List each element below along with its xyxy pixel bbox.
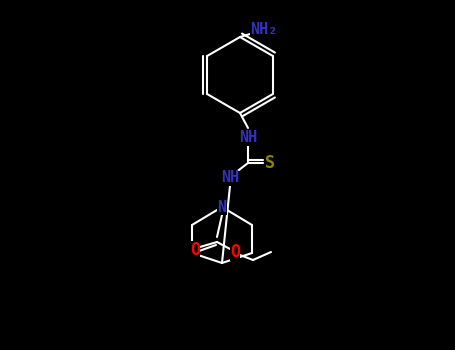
Text: N: N <box>217 199 227 215</box>
Text: S: S <box>265 154 275 172</box>
Text: O: O <box>230 243 240 261</box>
Text: NH: NH <box>239 131 257 146</box>
Text: O: O <box>190 241 200 259</box>
Text: NH₂: NH₂ <box>250 21 278 36</box>
Text: NH: NH <box>221 170 239 186</box>
